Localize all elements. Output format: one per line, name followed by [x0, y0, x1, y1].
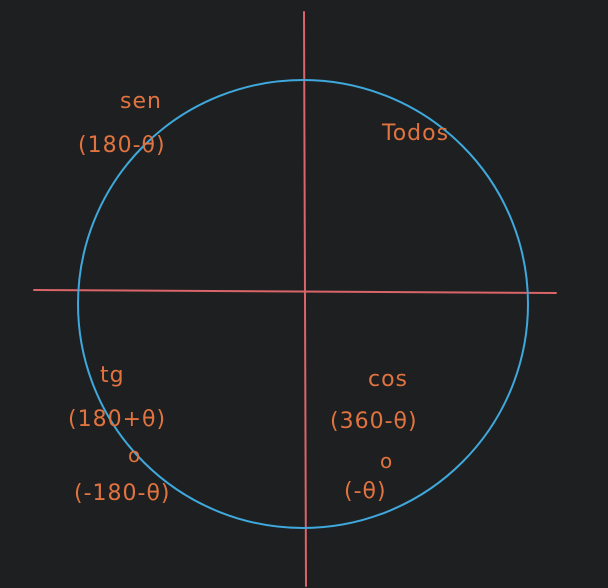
horizontal-axis — [33, 289, 557, 294]
q3-or-label: o — [128, 443, 141, 467]
q4-angle-label: (360-θ) — [330, 409, 418, 434]
q4-or-label: o — [380, 449, 393, 473]
unit-circle — [77, 79, 529, 529]
q3-function-label: tg — [100, 363, 125, 388]
q2-function-label: sen — [120, 89, 162, 114]
q3-angle-label: (180+θ) — [68, 407, 166, 432]
q2-angle-label: (180-θ) — [78, 133, 166, 158]
q4-alt-angle-label: (-θ) — [344, 479, 387, 504]
q4-function-label: cos — [368, 367, 408, 392]
q1-function-label: Todos — [381, 121, 449, 146]
q3-alt-angle-label: (-180-θ) — [74, 481, 171, 506]
vertical-axis — [303, 11, 307, 587]
